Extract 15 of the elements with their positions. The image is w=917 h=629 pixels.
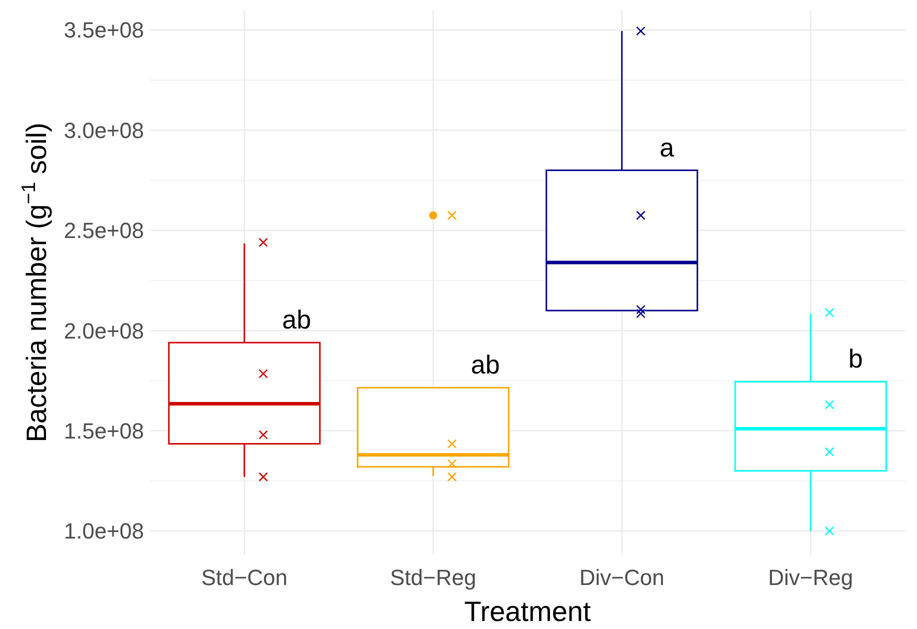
- x-tick-label: Std−Reg: [390, 565, 476, 590]
- annotation: b: [848, 344, 863, 374]
- annotation: ab: [282, 304, 312, 335]
- y-tick-label: 1.0e+08: [64, 518, 144, 544]
- y-tick-label: 1.5e+08: [64, 418, 144, 444]
- x-tick-label: Div−Con: [579, 565, 664, 590]
- y-tick-label: 2.5e+08: [64, 218, 144, 244]
- y-tick-label: 2.0e+08: [64, 318, 144, 344]
- y-tick-label: 3.5e+08: [64, 18, 144, 43]
- x-tick-label: Std−Con: [201, 565, 288, 590]
- x-tick-label: Div−Reg: [768, 565, 854, 590]
- annotation: ab: [470, 350, 500, 380]
- y-tick-label: 3.0e+08: [64, 118, 144, 143]
- annotation: a: [660, 132, 675, 162]
- x-axis-title: Treatment: [464, 596, 591, 627]
